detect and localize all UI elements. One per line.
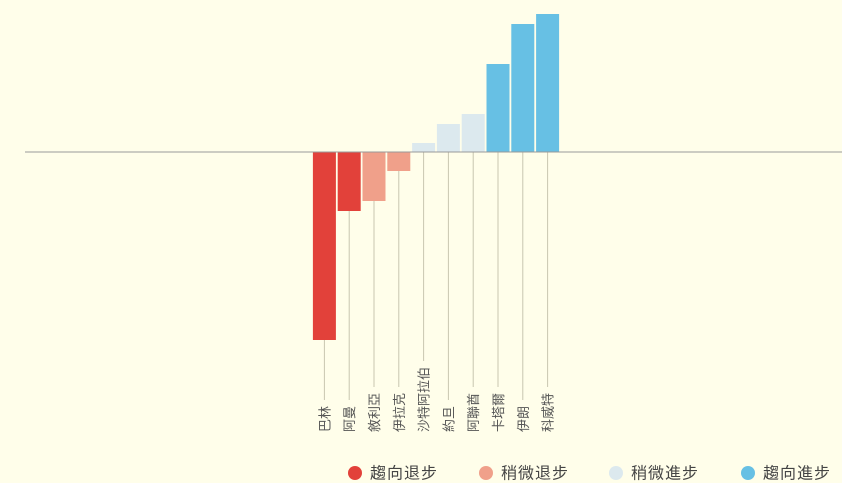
category-label: 伊拉克 bbox=[393, 393, 408, 432]
bar bbox=[312, 152, 336, 340]
legend-marker bbox=[348, 466, 362, 480]
bar bbox=[337, 152, 361, 211]
category-label: 伊朗 bbox=[517, 406, 532, 432]
bar bbox=[436, 124, 460, 152]
category-label: 沙特阿拉伯 bbox=[418, 367, 433, 432]
legend-label: 稍微退步 bbox=[501, 464, 569, 483]
bar bbox=[536, 14, 560, 152]
bar bbox=[412, 143, 436, 152]
legend-marker bbox=[479, 466, 493, 480]
category-label: 阿曼 bbox=[343, 406, 358, 432]
legend-marker bbox=[609, 466, 623, 480]
bar bbox=[461, 114, 485, 152]
category-label: 阿聯酋 bbox=[466, 393, 482, 432]
category-label: 約旦 bbox=[442, 406, 457, 432]
bar bbox=[486, 64, 510, 152]
bar bbox=[362, 152, 386, 201]
legend-label: 稍微進步 bbox=[631, 464, 699, 483]
legend-label: 趨向退步 bbox=[370, 464, 438, 483]
legend-marker bbox=[741, 466, 755, 480]
category-label: 巴林 bbox=[318, 406, 333, 432]
bar bbox=[387, 152, 411, 171]
legend-label: 趨向進步 bbox=[763, 464, 831, 483]
category-label: 敘利亞 bbox=[367, 393, 383, 432]
bar bbox=[511, 24, 535, 152]
category-label: 卡塔爾 bbox=[492, 393, 507, 432]
category-label: 科威特 bbox=[542, 393, 557, 432]
